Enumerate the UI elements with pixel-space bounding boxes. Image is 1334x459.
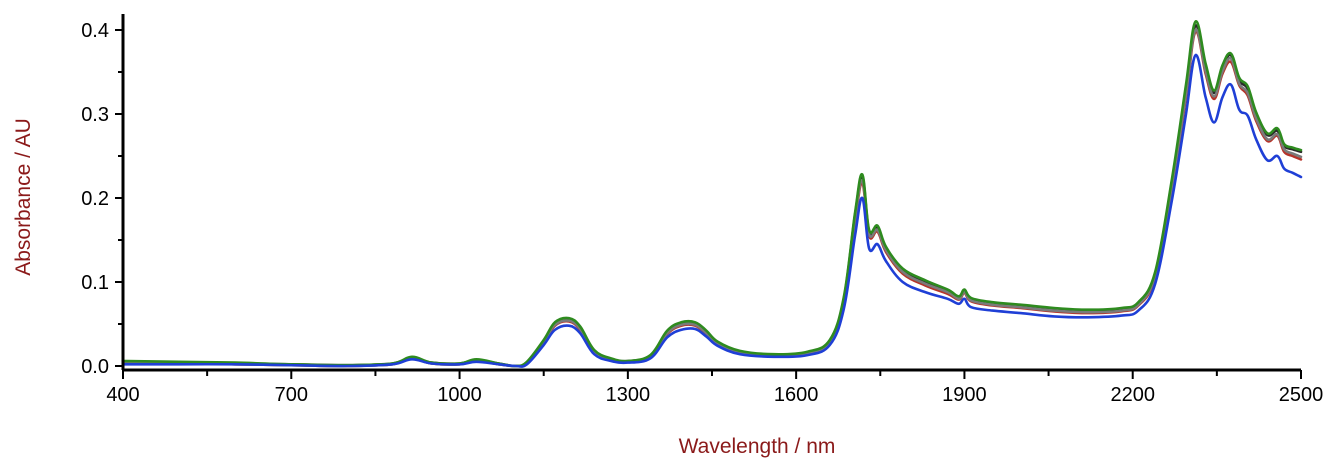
ticks-layer: 400 700 1000 1300 1600 1900 2200 2500 0.0 0.1 0.2 0… <box>81 20 1323 406</box>
y-tick-label: 0.4 <box>81 20 109 42</box>
spectrum-series-line-5 <box>121 53 1303 368</box>
x-tick-label: 700 <box>275 384 308 406</box>
y-tick-label: 0.0 <box>81 356 109 378</box>
x-tick-label: 1900 <box>942 384 987 406</box>
x-tick-label: 400 <box>106 384 139 406</box>
x-axis-title: Wavelength / nm <box>679 435 836 458</box>
y-tick-label: 0.1 <box>81 272 109 294</box>
x-tick-label: 2200 <box>1110 384 1155 406</box>
y-tick-label: 0.2 <box>81 188 109 210</box>
x-tick-label: 2500 <box>1279 384 1324 406</box>
y-tick-label: 0.3 <box>81 104 109 126</box>
series-layer <box>121 20 1303 368</box>
x-tick-label: 1600 <box>774 384 819 406</box>
x-tick-label: 1300 <box>606 384 651 406</box>
y-axis-title: Absorbance / AU <box>12 118 35 276</box>
x-tick-label: 1000 <box>437 384 482 406</box>
